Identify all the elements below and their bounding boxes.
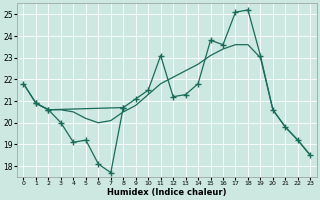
X-axis label: Humidex (Indice chaleur): Humidex (Indice chaleur) [107, 188, 227, 197]
